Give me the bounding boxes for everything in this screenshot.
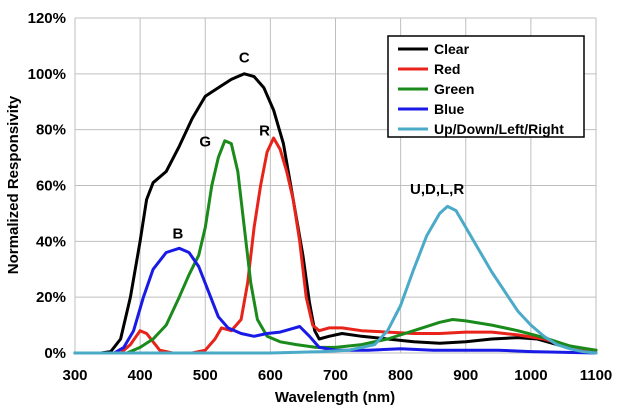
legend-label: Clear bbox=[434, 41, 470, 57]
x-tick-label: 300 bbox=[62, 367, 87, 384]
x-tick-label: 800 bbox=[388, 367, 413, 384]
y-tick-label: 0% bbox=[44, 345, 66, 362]
series-line-red bbox=[73, 136, 598, 355]
legend-label: Up/Down/Left/Right bbox=[434, 121, 564, 137]
series-line-blue bbox=[73, 246, 598, 355]
series-annotation: C bbox=[239, 50, 250, 67]
legend: Clear Red Green Blue Up/Down/Left/Right bbox=[387, 35, 585, 138]
x-tick-label: 600 bbox=[258, 367, 283, 384]
y-tick-label: 20% bbox=[36, 289, 66, 306]
series-line-up-down-left-right bbox=[73, 204, 598, 355]
annotation-layer: C R G B U,D,L,R bbox=[172, 50, 464, 243]
x-axis-title: Wavelength (nm) bbox=[275, 389, 395, 406]
legend-items: Clear Red Green Blue Up/Down/Left/Right bbox=[398, 41, 564, 137]
legend-label: Blue bbox=[434, 101, 465, 117]
y-tick-label: 100% bbox=[28, 66, 66, 83]
grid-layer bbox=[74, 17, 597, 354]
x-tick-label: 500 bbox=[193, 367, 218, 384]
tick-layer: 300 400 500 600 700 800 900 1000 1100 0% 20% 40% 60%… bbox=[28, 10, 613, 384]
legend-label: Red bbox=[434, 61, 460, 77]
series-annotation: G bbox=[199, 133, 211, 150]
x-tick-label: 1000 bbox=[514, 367, 547, 384]
x-tick-label: 400 bbox=[128, 367, 153, 384]
x-tick-label: 700 bbox=[323, 367, 348, 384]
y-tick-label: 60% bbox=[36, 178, 66, 195]
series-line-green bbox=[73, 139, 598, 355]
series-annotation: U,D,L,R bbox=[410, 181, 464, 198]
series-layer bbox=[73, 72, 598, 355]
y-tick-label: 120% bbox=[28, 10, 66, 27]
y-tick-label: 40% bbox=[36, 233, 66, 250]
series-annotation: R bbox=[259, 122, 270, 139]
x-tick-label: 900 bbox=[453, 367, 478, 384]
y-axis-title: Normalized Responsivity bbox=[5, 95, 22, 274]
x-tick-label: 1100 bbox=[580, 367, 613, 384]
series-line-clear bbox=[73, 72, 598, 355]
legend-box bbox=[387, 35, 585, 138]
legend-label: Green bbox=[434, 81, 474, 97]
y-tick-label: 80% bbox=[36, 122, 66, 139]
series-annotation: B bbox=[172, 226, 183, 243]
